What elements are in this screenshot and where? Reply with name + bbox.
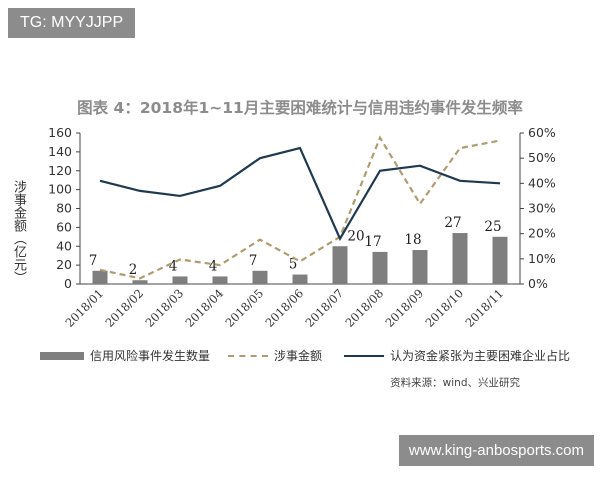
bar	[492, 236, 508, 284]
source-note: 资料来源：wind、兴业研究	[390, 377, 520, 389]
bar	[212, 276, 228, 284]
bar-data-label: 7	[249, 253, 258, 269]
x-tick-label: 2018/07	[302, 286, 346, 330]
x-tick-label: 2018/04	[182, 286, 226, 330]
series-line-ratio	[99, 146, 501, 242]
x-tick-label: 2018/06	[262, 286, 306, 330]
bar-data-label: 18	[404, 232, 421, 248]
y-tick-label-left: 160	[48, 125, 72, 140]
x-tick-label: 2018/11	[462, 286, 506, 330]
y-tick-label-right: 30%	[528, 201, 556, 216]
bar	[412, 250, 428, 284]
bar	[372, 251, 388, 284]
y-tick-label-right: 50%	[528, 150, 556, 165]
bar-data-label: 2	[129, 262, 138, 278]
watermark-top-left: TG: MYYJJPP	[8, 8, 136, 38]
bar	[252, 270, 268, 284]
bar-data-label: 7	[89, 253, 98, 269]
series-line-amount	[99, 135, 501, 280]
y-tick-label-left: 120	[48, 163, 72, 178]
bar-data-label: 4	[209, 258, 218, 274]
y-tick-label-right: 20%	[528, 226, 556, 241]
bar-data-label: 27	[444, 215, 461, 231]
y-axis-label: 涉事金额（亿元）	[11, 180, 26, 284]
y-tick-label-left: 40	[56, 238, 72, 253]
y-tick-label-left: 0	[64, 276, 72, 291]
x-tick-label: 2018/01	[62, 286, 106, 330]
x-tick-label: 2018/03	[142, 286, 186, 330]
legend-label-amount: 涉事金额	[274, 349, 323, 363]
chart-title: 图表 4：2018年1~11月主要困难统计与信用违约事件发生频率	[77, 99, 523, 117]
bar	[172, 276, 188, 284]
bar-data-label: 20	[347, 228, 364, 244]
watermark-bottom-right: www.king-anbosports.com	[398, 435, 594, 466]
x-tick-label: 2018/09	[382, 286, 426, 330]
x-tick-label: 2018/08	[342, 286, 386, 330]
x-tick-label: 2018/05	[222, 286, 266, 330]
bar-data-label: 17	[364, 234, 381, 250]
legend-label-ratio: 认为资金紧张为主要困难企业占比	[390, 349, 571, 363]
bar	[92, 270, 108, 284]
y-tick-label-left: 20	[56, 257, 72, 272]
legend-swatch-bar	[40, 351, 84, 360]
x-tick-label: 2018/02	[102, 286, 146, 330]
bar	[132, 280, 148, 284]
bar	[452, 233, 468, 284]
x-tick-label: 2018/10	[422, 286, 466, 330]
y-tick-label-left: 140	[48, 144, 72, 159]
y-tick-label-right: 0%	[528, 276, 548, 291]
y-tick-label-left: 100	[48, 182, 72, 197]
y-tick-label-left: 60	[56, 219, 72, 234]
legend-label-bars: 信用风险事件发生数量	[90, 349, 211, 363]
bar-data-label: 5	[289, 257, 298, 273]
bar	[292, 274, 308, 284]
y-tick-label-left: 80	[56, 201, 72, 216]
y-tick-label-right: 40%	[528, 175, 556, 190]
y-tick-label-right: 10%	[528, 251, 556, 266]
bar-data-label: 4	[169, 258, 178, 274]
legend-swatch-solid	[344, 354, 384, 357]
legend-swatch-dashed	[228, 354, 268, 357]
y-tick-label-right: 60%	[528, 125, 556, 140]
legend-item-ratio: 认为资金紧张为主要困难企业占比	[344, 347, 570, 364]
legend-item-amount: 涉事金额	[228, 347, 322, 364]
bar-data-label: 25	[484, 219, 501, 235]
bar	[332, 246, 348, 284]
legend-item-bars: 信用风险事件发生数量	[40, 347, 210, 364]
